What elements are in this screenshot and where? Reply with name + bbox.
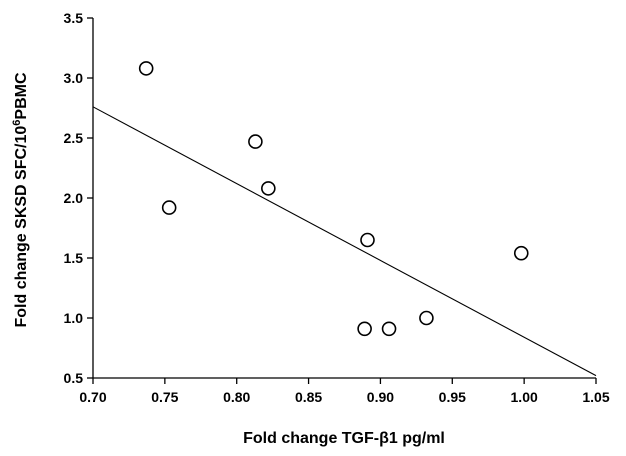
x-tick-label: 0.75 xyxy=(151,389,178,405)
y-tick-label: 0.5 xyxy=(64,370,84,386)
y-tick-label: 2.5 xyxy=(64,130,84,146)
x-tick-label: 0.80 xyxy=(223,389,250,405)
x-tick-label: 0.85 xyxy=(295,389,322,405)
x-tick-label: 0.70 xyxy=(79,389,106,405)
x-tick-label: 1.05 xyxy=(582,389,609,405)
data-point xyxy=(161,200,177,215)
data-point xyxy=(360,232,375,248)
y-tick-label: 1.0 xyxy=(64,310,84,326)
y-tick-label: 1.5 xyxy=(64,250,84,266)
data-point xyxy=(357,321,372,337)
y-axis-title-unit: PBMC xyxy=(13,72,30,120)
y-axis-title-superscript: 6 xyxy=(11,120,23,126)
data-point xyxy=(513,245,529,261)
y-tick-label: 3.0 xyxy=(64,70,84,86)
y-axis-title-main: Fold change SKSD SFC/10 xyxy=(13,126,30,328)
data-point xyxy=(381,321,397,337)
data-point xyxy=(138,61,154,76)
trend-line xyxy=(92,106,597,377)
data-point xyxy=(248,134,263,149)
x-tick-label: 0.95 xyxy=(439,389,466,405)
data-point xyxy=(261,181,276,196)
x-axis-title: Fold change TGF-β1 pg/ml xyxy=(243,430,445,447)
y-tick-label: 2.0 xyxy=(64,190,84,206)
data-point xyxy=(419,310,434,326)
data-points xyxy=(138,61,529,337)
x-tick-label: 0.90 xyxy=(367,389,394,405)
x-axis-ticks: 0.70 0.75 0.80 0.85 0.90 0.95 1.00 1.05 xyxy=(79,378,610,405)
y-tick-label: 3.5 xyxy=(64,10,84,26)
y-axis-ticks: 0.5 1.0 1.5 2.0 2.5 3.0 3.5 xyxy=(64,10,93,386)
y-axis-title: Fold change SKSD SFC/106PBMC xyxy=(11,72,30,327)
x-tick-label: 1.00 xyxy=(511,389,538,405)
